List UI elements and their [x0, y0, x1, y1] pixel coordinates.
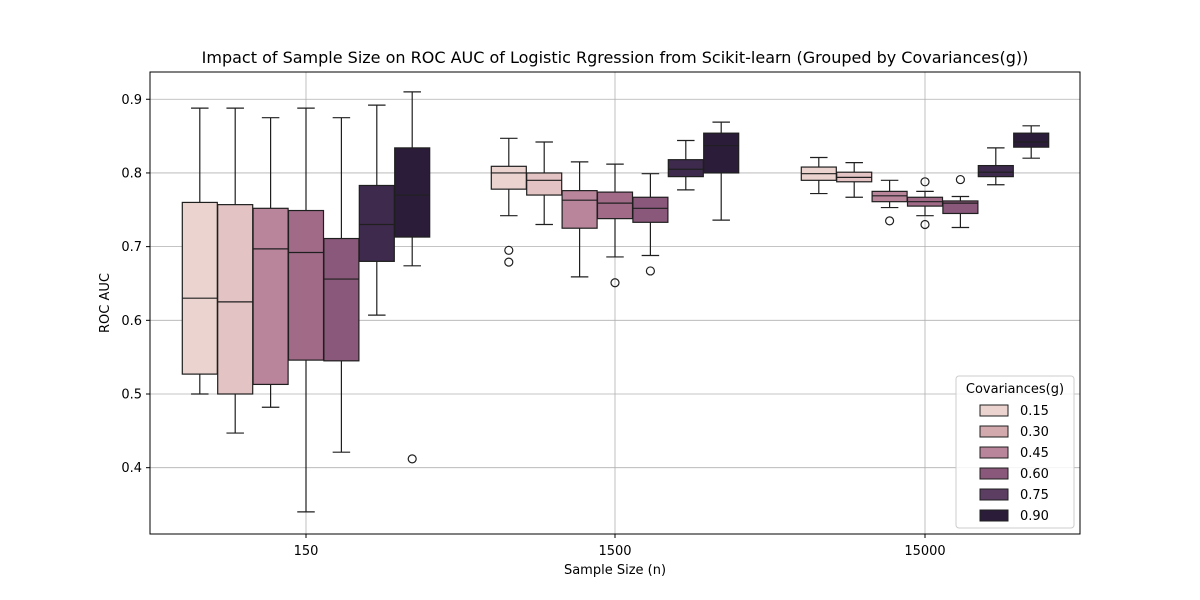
box: [394, 147, 431, 238]
x-tick-label: 1500: [598, 544, 631, 559]
box: [596, 191, 634, 220]
box-group: [358, 104, 395, 316]
y-tick-label: 0.7: [121, 240, 142, 255]
chart-title: Impact of Sample Size on ROC AUC of Logi…: [202, 48, 1029, 67]
outlier-point: [610, 278, 620, 288]
box-group: [394, 91, 431, 464]
outlier-point: [920, 219, 930, 230]
box-group: [871, 179, 908, 226]
box-group: [323, 117, 360, 453]
legend-label: 0.45: [1020, 446, 1049, 461]
legend-swatch: [979, 446, 1009, 459]
box: [942, 200, 979, 215]
y-tick-label: 0.5: [121, 388, 142, 403]
box: [287, 209, 325, 361]
x-axis-label: Sample Size (n): [564, 563, 666, 578]
y-tick-label: 0.6: [121, 314, 142, 329]
box-group: [703, 121, 740, 221]
box-group: [252, 117, 289, 408]
outlier-point: [504, 245, 514, 255]
box: [561, 190, 598, 229]
box: [667, 159, 704, 178]
box: [526, 172, 563, 196]
box: [252, 207, 289, 386]
box-group: [800, 156, 837, 195]
x-tick-label: 150: [294, 544, 319, 559]
box-group: [217, 107, 254, 434]
box-group: [906, 177, 944, 230]
outlier-point: [645, 266, 656, 276]
box-group: [561, 161, 598, 278]
box: [490, 165, 527, 190]
box: [323, 237, 360, 362]
y-tick-label: 0.8: [121, 166, 142, 181]
box: [871, 190, 908, 203]
outlier-point: [955, 174, 966, 185]
box-group: [836, 162, 873, 198]
outlier-point: [407, 454, 417, 464]
tick-layer: 0.4 0.5 0.6 0.7 0.8 0.9 150 1500 15000: [121, 93, 945, 559]
box-group: [977, 147, 1014, 186]
box-layer: [181, 91, 1050, 513]
legend-swatch: [979, 425, 1009, 438]
legend-label: 0.90: [1020, 509, 1049, 524]
y-tick-label: 0.9: [121, 93, 142, 108]
legend-label: 0.30: [1020, 425, 1049, 440]
legend-swatch: [979, 404, 1009, 417]
box-group: [526, 141, 563, 226]
legend-label: 0.60: [1020, 467, 1049, 482]
box: [217, 204, 254, 395]
legend-swatch: [979, 509, 1009, 522]
box: [1013, 132, 1050, 148]
box-group: [632, 173, 669, 276]
legend-swatch: [979, 488, 1009, 501]
outlier-point: [920, 177, 930, 187]
legend: Covariances(g) 0.15 0.30 0.45 0.60 0.75 0.90: [955, 375, 1075, 529]
legend-frame: [955, 375, 1075, 529]
outlier-point: [884, 216, 895, 226]
box: [358, 184, 395, 262]
box: [977, 164, 1014, 178]
box-group: [287, 107, 325, 513]
box-group: [1013, 125, 1050, 159]
outlier-point: [504, 257, 514, 267]
box: [632, 196, 669, 223]
legend-label: 0.15: [1020, 404, 1049, 419]
legend-title: Covariances(g): [966, 382, 1064, 397]
y-axis-label: ROC AUC: [98, 273, 113, 333]
legend-swatch: [979, 467, 1009, 480]
x-tick-label: 15000: [904, 544, 945, 559]
box-group: [942, 174, 979, 229]
legend-label: 0.75: [1020, 488, 1049, 503]
legend-items: 0.15 0.30 0.45 0.60 0.75 0.90: [979, 404, 1049, 524]
box: [703, 132, 740, 174]
box-group: [667, 139, 704, 191]
box-group: [181, 107, 218, 395]
y-tick-label: 0.4: [121, 461, 142, 476]
box: [181, 201, 218, 375]
